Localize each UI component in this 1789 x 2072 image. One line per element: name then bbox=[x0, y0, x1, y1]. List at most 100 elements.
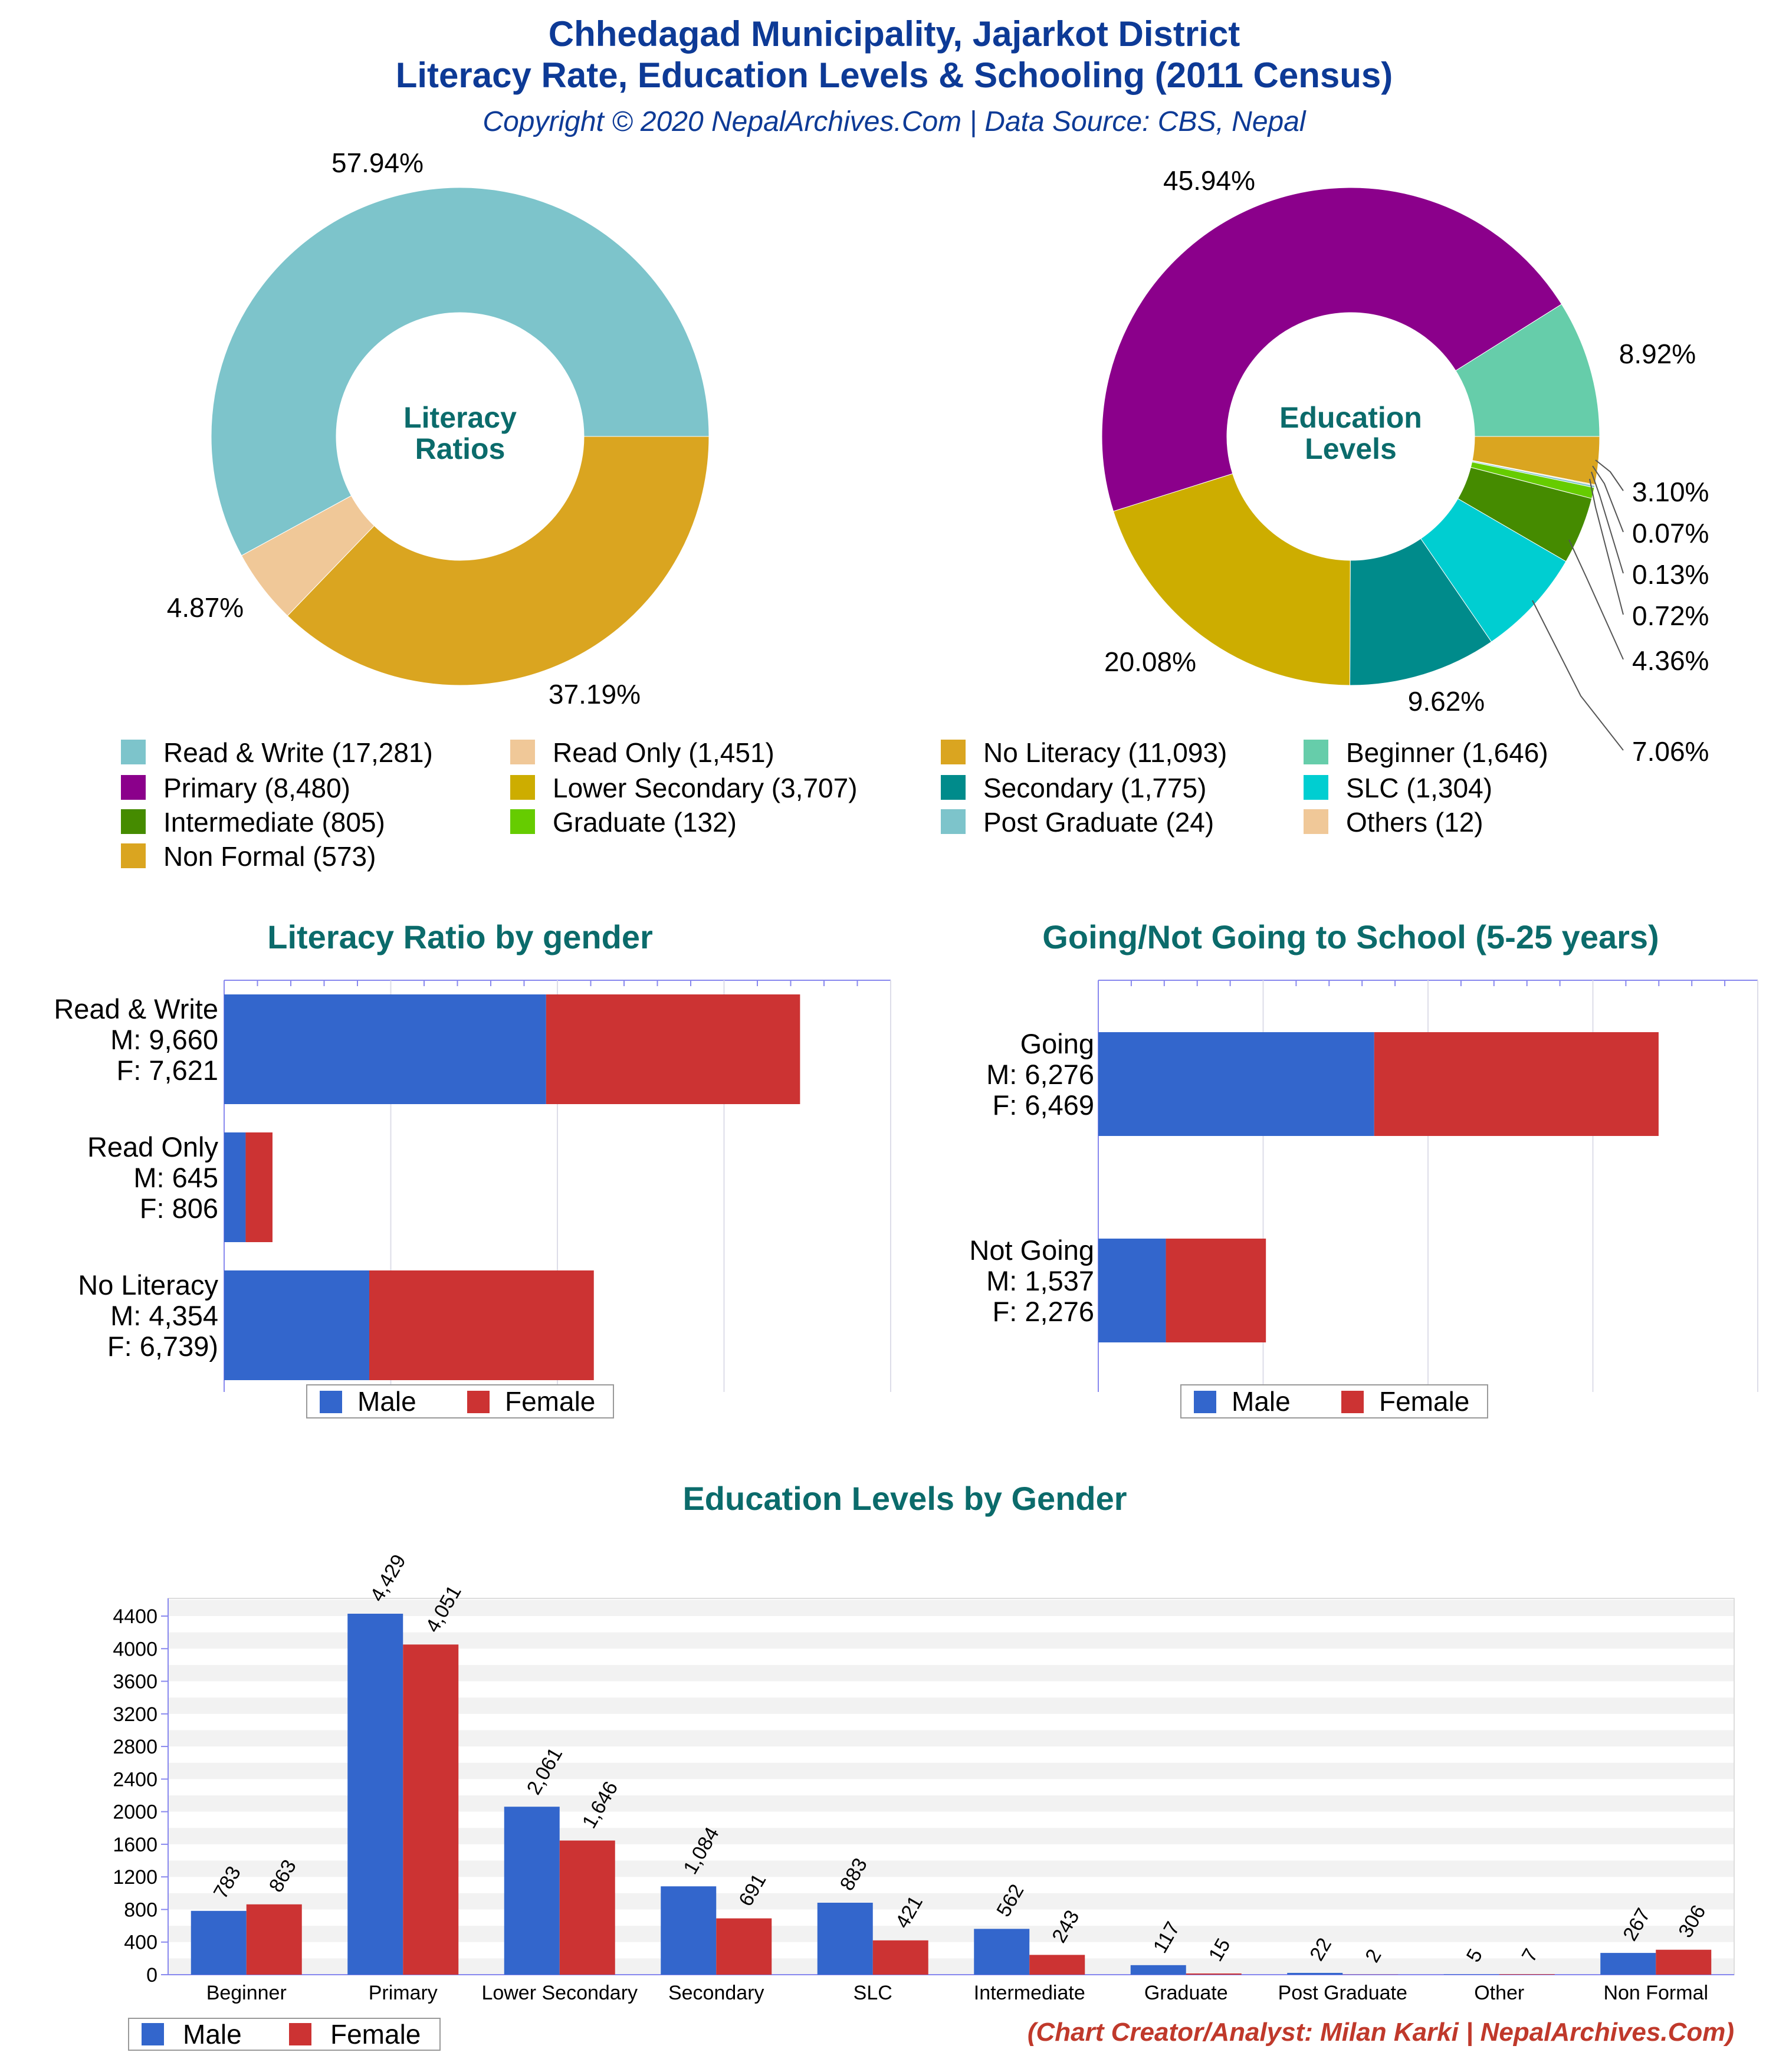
literacy-gender-bar-female-read-only bbox=[245, 1132, 273, 1242]
edu-gender-y-tick-label: 800 bbox=[124, 1899, 157, 1921]
edu-gender-x-tick-label-other: Other bbox=[1474, 1982, 1524, 2004]
literacy-gender-row-label-no-literacy-2: F: 6,739) bbox=[107, 1331, 218, 1362]
legend-swatch-lower-secondary bbox=[510, 775, 535, 800]
edu-gender-bar-female-lower-secondary bbox=[560, 1841, 615, 1975]
legend-label-primary: Primary (8,480) bbox=[163, 773, 350, 803]
edu-gender-x-tick-label-secondary: Secondary bbox=[668, 1982, 764, 2004]
edu-gender-y-tick-label: 3200 bbox=[113, 1703, 157, 1726]
literacy-gender-row-label-read-only-2: F: 806 bbox=[140, 1193, 218, 1224]
literacy-gender-row-label-read-write-0: Read & Write bbox=[54, 993, 218, 1024]
education-donut-center-line2: Levels bbox=[1305, 432, 1397, 465]
legend-swatch-graduate bbox=[510, 809, 535, 834]
education-pct-secondary: 9.62% bbox=[1408, 686, 1485, 717]
legend-label-slc: SLC (1,304) bbox=[1346, 773, 1492, 803]
literacy-gender-row-label-no-literacy-0: No Literacy bbox=[78, 1269, 218, 1301]
legend-swatch-read-only bbox=[510, 740, 535, 764]
literacy-gender-bar-male-no-literacy bbox=[224, 1270, 369, 1380]
school-gender-legend-label-male: Male bbox=[1232, 1386, 1291, 1417]
legend-swatch-secondary bbox=[941, 775, 966, 800]
literacy-slice-no-literacy bbox=[287, 436, 709, 685]
legend-label-graduate: Graduate (132) bbox=[553, 807, 737, 838]
literacy-gender-legend-label-male: Male bbox=[357, 1386, 416, 1417]
education-donut-center-line1: Education bbox=[1279, 401, 1422, 434]
literacy-pct-read-write: 57.94% bbox=[331, 147, 424, 178]
edu-gender-bar-male-post-graduate bbox=[1287, 1973, 1342, 1975]
legend-label-no-literacy: No Literacy (11,093) bbox=[983, 737, 1227, 768]
edu-gender-x-tick-label-post-graduate: Post Graduate bbox=[1278, 1982, 1407, 2004]
legend-swatch-no-literacy bbox=[941, 740, 966, 764]
credit-line: (Chart Creator/Analyst: Milan Karki | Ne… bbox=[1028, 2018, 1734, 2047]
literacy-gender-bar-female-no-literacy bbox=[369, 1270, 594, 1380]
edu-gender-y-tick-label: 3600 bbox=[113, 1671, 157, 1693]
school-gender-row-label-going-0: Going bbox=[1020, 1028, 1094, 1059]
education-pct-non-formal: 3.10% bbox=[1632, 477, 1709, 507]
edu-gender-bar-male-graduate bbox=[1131, 1965, 1186, 1975]
literacy-gender-legend-label-female: Female bbox=[505, 1386, 595, 1417]
legend-label-read-write: Read & Write (17,281) bbox=[163, 737, 433, 768]
school-gender-row-label-going-1: M: 6,276 bbox=[986, 1059, 1094, 1090]
edu-gender-y-tick-label: 4000 bbox=[113, 1638, 157, 1660]
edu-gender-data-label-male-slc: 883 bbox=[836, 1854, 872, 1894]
legend-swatch-non-formal bbox=[121, 843, 146, 868]
literacy-gender-row-label-read-only-1: M: 645 bbox=[133, 1162, 218, 1193]
literacy-gender-legend-swatch-male bbox=[320, 1391, 342, 1413]
literacy-gender-row-label-read-only-0: Read Only bbox=[87, 1131, 219, 1163]
school-gender-legend-swatch-female bbox=[1341, 1391, 1364, 1413]
legend-label-beginner: Beginner (1,646) bbox=[1346, 737, 1548, 768]
edu-gender-y-tick-label: 2000 bbox=[113, 1801, 157, 1824]
edu-gender-data-label-male-primary: 4,429 bbox=[366, 1551, 410, 1605]
literacy-gender-row-label-read-write-1: M: 9,660 bbox=[110, 1024, 218, 1055]
edu-gender-bar-female-beginner bbox=[247, 1904, 302, 1975]
school-gender-legend-label-female: Female bbox=[1379, 1386, 1469, 1417]
education-pct-slc: 7.06% bbox=[1632, 736, 1709, 767]
legend-label-non-formal: Non Formal (573) bbox=[163, 841, 376, 872]
edu-gender-x-tick-label-primary: Primary bbox=[369, 1982, 438, 2004]
literacy-pct-read-only: 4.87% bbox=[167, 592, 244, 623]
edu-gender-grid-band bbox=[168, 1600, 1734, 1616]
edu-gender-y-tick-label: 1600 bbox=[113, 1834, 157, 1856]
edu-gender-bar-female-primary bbox=[403, 1644, 458, 1975]
edu-gender-bar-female-graduate bbox=[1186, 1974, 1242, 1975]
literacy-gender-title: Literacy Ratio by gender bbox=[267, 918, 653, 955]
edu-gender-bar-female-secondary bbox=[716, 1919, 772, 1975]
donut-legend: Read & Write (17,281)Read Only (1,451)No… bbox=[121, 737, 1548, 872]
edu-gender-bar-male-other bbox=[1444, 1974, 1499, 1975]
edu-gender-bar-male-intermediate bbox=[974, 1929, 1029, 1975]
legend-label-post-graduate: Post Graduate (24) bbox=[983, 807, 1214, 838]
copyright-line: Copyright © 2020 NepalArchives.Com | Dat… bbox=[482, 106, 1306, 137]
edu-gender-bar-male-lower-secondary bbox=[504, 1807, 560, 1975]
edu-gender-bar-male-beginner bbox=[191, 1911, 247, 1975]
literacy-pct-no-literacy: 37.19% bbox=[549, 679, 641, 710]
edu-gender-y-tick-label: 2400 bbox=[113, 1768, 157, 1791]
school-gender-row-label-not-going-0: Not Going bbox=[969, 1234, 1094, 1266]
legend-swatch-primary bbox=[121, 775, 146, 800]
education-pct-intermediate: 4.36% bbox=[1632, 645, 1709, 676]
education-pct-lower-secondary: 20.08% bbox=[1104, 646, 1196, 677]
legend-label-intermediate: Intermediate (805) bbox=[163, 807, 385, 838]
legend-swatch-post-graduate bbox=[941, 809, 966, 834]
main-title-line1: Chhedagad Municipality, Jajarkot Distric… bbox=[549, 14, 1240, 54]
literacy-donut-center-line2: Ratios bbox=[415, 432, 505, 465]
literacy-gender-row-label-no-literacy-1: M: 4,354 bbox=[110, 1300, 218, 1331]
edu-gender-y-tick-label: 4400 bbox=[113, 1605, 157, 1628]
edu-gender-x-tick-label-non-formal: Non Formal bbox=[1603, 1982, 1708, 2004]
main-title-line2: Literacy Rate, Education Levels & School… bbox=[396, 55, 1393, 95]
edu-gender-legend-label-male: Male bbox=[183, 2019, 242, 2050]
edu-gender-title: Education Levels by Gender bbox=[682, 1480, 1127, 1517]
edu-gender-bar-male-slc bbox=[818, 1903, 873, 1975]
edu-gender-bar-male-secondary bbox=[661, 1886, 716, 1975]
school-gender-bar-male-going bbox=[1098, 1032, 1374, 1136]
edu-gender-data-label-male-intermediate: 562 bbox=[992, 1880, 1028, 1920]
literacy-gender-bar-male-read-write bbox=[224, 994, 546, 1104]
school-gender-bar-female-going bbox=[1374, 1032, 1659, 1136]
education-pct-primary: 45.94% bbox=[1163, 165, 1255, 196]
edu-gender-legend-swatch-female bbox=[289, 2023, 311, 2045]
school-gender-legend-swatch-male bbox=[1194, 1391, 1216, 1413]
edu-gender-bar-female-other bbox=[1499, 1974, 1555, 1975]
edu-gender-x-tick-label-beginner: Beginner bbox=[206, 1982, 287, 2004]
edu-gender-data-label-male-graduate: 117 bbox=[1149, 1918, 1184, 1957]
legend-swatch-intermediate bbox=[121, 809, 146, 834]
edu-gender-y-tick-label: 2800 bbox=[113, 1736, 157, 1758]
